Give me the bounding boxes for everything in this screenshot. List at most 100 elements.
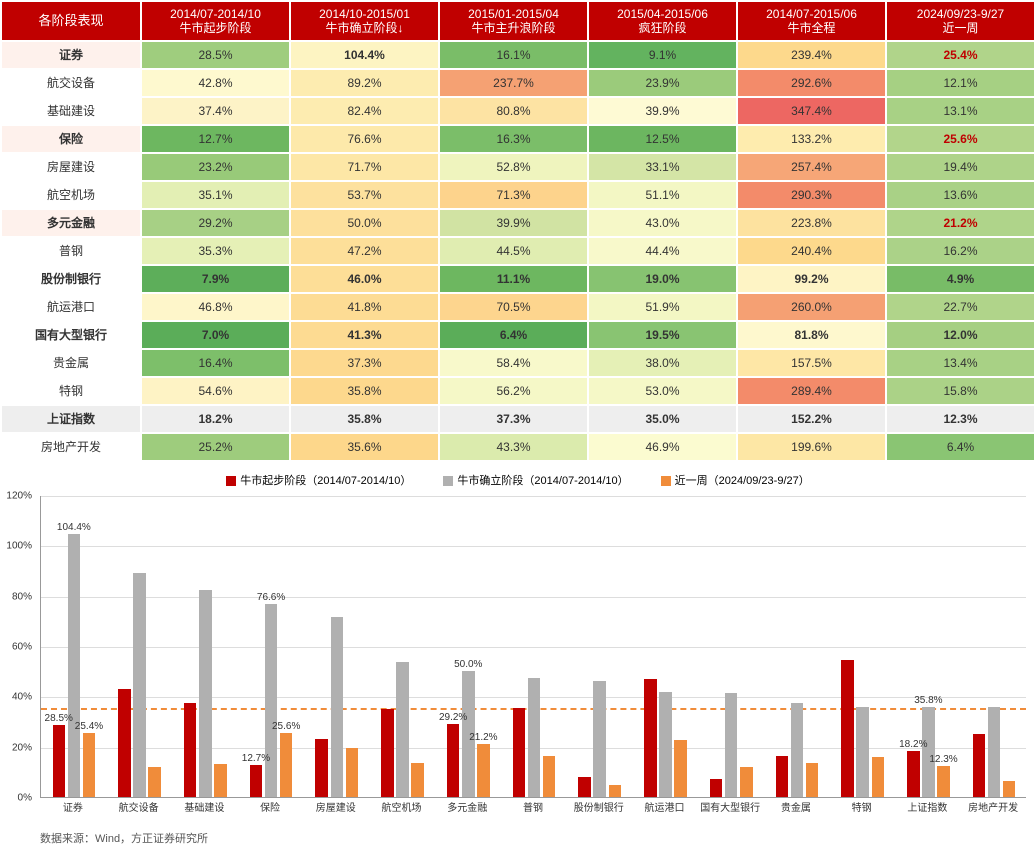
bar: [447, 724, 459, 797]
bar: [710, 779, 722, 797]
heatmap-cell: 290.3%: [737, 181, 886, 209]
bar: [83, 733, 95, 797]
bar-value-label: 76.6%: [257, 592, 285, 603]
heatmap-cell: 16.1%: [439, 41, 588, 69]
bar: [381, 709, 393, 797]
bar: [578, 777, 590, 797]
row-label: 航运港口: [1, 293, 141, 321]
heatmap-cell: 37.4%: [141, 97, 290, 125]
ytick-label: 40%: [0, 692, 32, 703]
heatmap-header-row: 各阶段表现2014/07-2014/10牛市起步阶段2014/10-2015/0…: [1, 1, 1035, 41]
heatmap-cell: 29.2%: [141, 209, 290, 237]
row-label: 航交设备: [1, 69, 141, 97]
bar: [872, 757, 884, 797]
heatmap-cell: 44.5%: [439, 237, 588, 265]
heatmap-cell: 46.0%: [290, 265, 439, 293]
bar: [791, 703, 803, 797]
xtick-label: 房地产开发: [968, 799, 1018, 814]
bar: [922, 707, 934, 797]
heatmap-cell: 4.9%: [886, 265, 1035, 293]
bar: [133, 573, 145, 797]
heatmap-cell: 22.7%: [886, 293, 1035, 321]
xtick-label: 基础建设: [184, 799, 224, 814]
heatmap-cell: 23.2%: [141, 153, 290, 181]
heatmap-cell: 12.0%: [886, 321, 1035, 349]
heatmap-cell: 12.1%: [886, 69, 1035, 97]
legend-swatch: [443, 476, 453, 486]
heatmap-cell: 50.0%: [290, 209, 439, 237]
heatmap-cell: 257.4%: [737, 153, 886, 181]
heatmap-row: 国有大型银行7.0%41.3%6.4%19.5%81.8%12.0%: [1, 321, 1035, 349]
gridline: [41, 546, 1026, 547]
legend-item: 牛市起步阶段（2014/07-2014/10）: [226, 472, 411, 488]
row-label: 房地产开发: [1, 433, 141, 461]
heatmap-cell: 51.1%: [588, 181, 737, 209]
heatmap-row: 上证指数18.2%35.8%37.3%35.0%152.2%12.3%: [1, 405, 1035, 433]
row-label: 国有大型银行: [1, 321, 141, 349]
heatmap-cell: 35.3%: [141, 237, 290, 265]
bar-value-label: 25.4%: [75, 721, 103, 732]
heatmap-cell: 16.4%: [141, 349, 290, 377]
heatmap-row: 房地产开发25.2%35.6%43.3%46.9%199.6%6.4%: [1, 433, 1035, 461]
heatmap-corner: 各阶段表现: [1, 1, 141, 41]
heatmap-cell: 38.0%: [588, 349, 737, 377]
heatmap-cell: 104.4%: [290, 41, 439, 69]
row-label: 基础建设: [1, 97, 141, 125]
heatmap-cell: 52.8%: [439, 153, 588, 181]
heatmap-cell: 223.8%: [737, 209, 886, 237]
heatmap-table: 各阶段表现2014/07-2014/10牛市起步阶段2014/10-2015/0…: [0, 0, 1036, 462]
row-label: 股份制银行: [1, 265, 141, 293]
bar-value-label: 29.2%: [439, 712, 467, 723]
row-label: 多元金融: [1, 209, 141, 237]
heatmap-col-2: 2015/01-2015/04牛市主升浪阶段: [439, 1, 588, 41]
row-label: 房屋建设: [1, 153, 141, 181]
heatmap-cell: 23.9%: [588, 69, 737, 97]
heatmap-cell: 133.2%: [737, 125, 886, 153]
heatmap-cell: 237.7%: [439, 69, 588, 97]
heatmap-col-5: 2024/09/23-9/27近一周: [886, 1, 1035, 41]
ytick-label: 20%: [0, 742, 32, 753]
row-label: 航空机场: [1, 181, 141, 209]
heatmap-cell: 199.6%: [737, 433, 886, 461]
xtick-label: 多元金融: [447, 799, 487, 814]
heatmap-cell: 25.2%: [141, 433, 290, 461]
legend-item: 近一周（2024/09/23-9/27）: [661, 472, 810, 488]
xtick-label: 特钢: [852, 799, 872, 814]
heatmap-col-0: 2014/07-2014/10牛市起步阶段: [141, 1, 290, 41]
bar: [214, 764, 226, 797]
heatmap-cell: 37.3%: [439, 405, 588, 433]
heatmap-cell: 46.9%: [588, 433, 737, 461]
heatmap-cell: 239.4%: [737, 41, 886, 69]
bar: [644, 679, 656, 797]
bar: [280, 733, 292, 797]
xtick-label: 国有大型银行: [700, 799, 760, 814]
bar: [528, 678, 540, 797]
xtick-label: 普钢: [523, 799, 543, 814]
heatmap-row: 普钢35.3%47.2%44.5%44.4%240.4%16.2%: [1, 237, 1035, 265]
heatmap-cell: 260.0%: [737, 293, 886, 321]
heatmap-cell: 16.3%: [439, 125, 588, 153]
heatmap-col-1: 2014/10-2015/01牛市确立阶段↓: [290, 1, 439, 41]
bar: [806, 763, 818, 797]
bar: [609, 785, 621, 797]
xtick-label: 证券: [63, 799, 83, 814]
heatmap-cell: 71.7%: [290, 153, 439, 181]
bar: [411, 763, 423, 797]
heatmap-cell: 43.0%: [588, 209, 737, 237]
row-label: 贵金属: [1, 349, 141, 377]
heatmap-row: 航交设备42.8%89.2%237.7%23.9%292.6%12.1%: [1, 69, 1035, 97]
bar: [184, 703, 196, 797]
heatmap-cell: 54.6%: [141, 377, 290, 405]
heatmap-cell: 28.5%: [141, 41, 290, 69]
heatmap-row: 股份制银行7.9%46.0%11.1%19.0%99.2%4.9%: [1, 265, 1035, 293]
heatmap-cell: 35.0%: [588, 405, 737, 433]
legend-item: 牛市确立阶段（2014/07-2014/10）: [443, 472, 628, 488]
heatmap-cell: 44.4%: [588, 237, 737, 265]
heatmap-cell: 70.5%: [439, 293, 588, 321]
gridline: [41, 647, 1026, 648]
heatmap-cell: 25.6%: [886, 125, 1035, 153]
heatmap-row: 贵金属16.4%37.3%58.4%38.0%157.5%13.4%: [1, 349, 1035, 377]
chart-legend: 牛市起步阶段（2014/07-2014/10） 牛市确立阶段（2014/07-20…: [0, 468, 1036, 492]
legend-label: 近一周（2024/09/23-9/27）: [675, 475, 810, 487]
bar-value-label: 12.3%: [929, 754, 957, 765]
